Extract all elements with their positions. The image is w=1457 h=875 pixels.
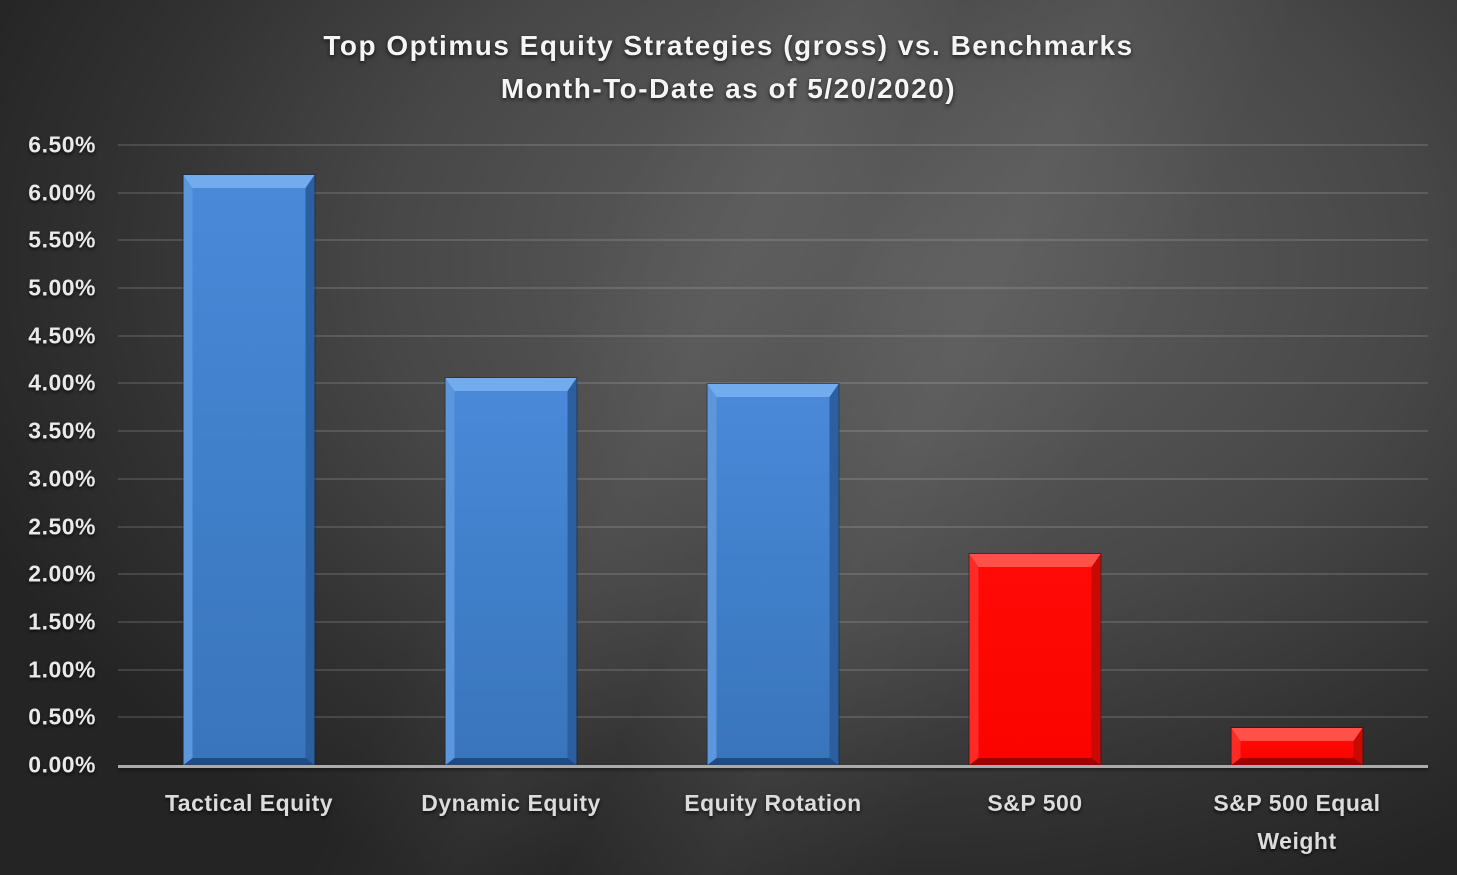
bar-s-p-500 (969, 554, 1101, 765)
bar-column (1166, 145, 1428, 765)
y-tick-label: 0.00% (28, 751, 96, 778)
bar-column (642, 145, 904, 765)
gridline (118, 144, 1428, 146)
gridline (118, 239, 1428, 242)
bar-s-p-500-equal-weight (1231, 727, 1363, 765)
category-label: Tactical Equity (118, 784, 380, 860)
y-axis-labels: 0.00% 0.50% 1.00% 1.50% 2.00% 2.50% 3.00% 3.50%… (0, 132, 96, 778)
chart-title-line1: Top Optimus Equity Strategies (gross) vs… (323, 30, 1134, 61)
y-tick-label: 0.50% (28, 703, 96, 730)
y-tick-label: 1.00% (28, 656, 96, 683)
category-label-text: Equity Rotation (684, 790, 862, 816)
category-label-text: Tactical Equity (164, 790, 334, 816)
y-tick-label: 6.50% (28, 131, 96, 158)
bar-column (904, 145, 1166, 765)
bar-tactical-equity (183, 174, 315, 765)
y-tick-label: 5.00% (28, 274, 96, 301)
x-axis-labels: Tactical Equity Dynamic Equity Equity Rota… (118, 784, 1428, 860)
chart-title-line2: Month-To-Date as of 5/20/2020) (500, 73, 957, 104)
plot-area (118, 144, 1428, 768)
y-tick-label: 6.00% (28, 179, 96, 206)
y-tick-label: 5.50% (28, 226, 96, 253)
bar-column (380, 145, 642, 765)
gridline (118, 334, 1428, 337)
category-label: S&P 500 (904, 784, 1166, 860)
gridline (118, 287, 1428, 290)
y-tick-label: 4.00% (28, 369, 96, 396)
bar-equity-rotation (707, 384, 839, 765)
gridline (118, 382, 1428, 385)
gridline (118, 191, 1428, 194)
y-tick-label: 4.50% (28, 322, 96, 349)
y-tick-label: 2.50% (28, 513, 96, 540)
x-axis-baseline (118, 765, 1428, 768)
category-label-text: S&P 500 (987, 790, 1083, 816)
category-label: Dynamic Equity (380, 784, 642, 860)
y-tick-label: 2.00% (28, 560, 96, 587)
category-label-text: S&P 500 Equal Weight (1213, 790, 1381, 854)
y-tick-label: 3.00% (28, 465, 96, 492)
category-label: S&P 500 Equal Weight (1166, 784, 1428, 860)
bar-dynamic-equity (445, 377, 577, 765)
category-label: Equity Rotation (642, 784, 904, 860)
y-tick-label: 3.50% (28, 417, 96, 444)
bars (118, 145, 1428, 765)
y-tick-label: 1.50% (28, 608, 96, 635)
bar-column (118, 145, 380, 765)
chart-title: Top Optimus Equity Strategies (gross) vs… (0, 24, 1457, 110)
category-label-text: Dynamic Equity (421, 790, 601, 816)
